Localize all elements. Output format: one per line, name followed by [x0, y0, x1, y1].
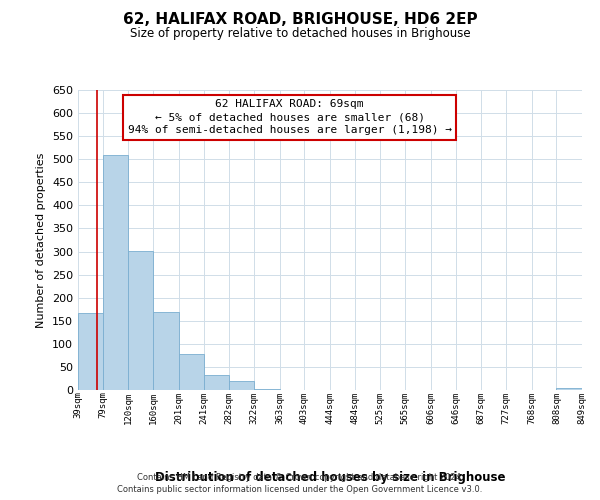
- X-axis label: Distribution of detached houses by size in Brighouse: Distribution of detached houses by size …: [155, 471, 505, 484]
- Text: 62 HALIFAX ROAD: 69sqm
← 5% of detached houses are smaller (68)
94% of semi-deta: 62 HALIFAX ROAD: 69sqm ← 5% of detached …: [128, 99, 452, 136]
- Bar: [229, 381, 254, 390]
- Bar: [254, 389, 280, 390]
- Bar: [128, 250, 153, 390]
- Text: Contains HM Land Registry data © Crown copyright and database right 2024.: Contains HM Land Registry data © Crown c…: [137, 473, 463, 482]
- Text: Contains public sector information licensed under the Open Government Licence v3: Contains public sector information licen…: [118, 486, 482, 494]
- Bar: [103, 154, 128, 390]
- Bar: [78, 313, 103, 390]
- Y-axis label: Number of detached properties: Number of detached properties: [37, 152, 46, 328]
- Bar: [203, 375, 229, 390]
- Text: 62, HALIFAX ROAD, BRIGHOUSE, HD6 2EP: 62, HALIFAX ROAD, BRIGHOUSE, HD6 2EP: [122, 12, 478, 28]
- Text: Size of property relative to detached houses in Brighouse: Size of property relative to detached ho…: [130, 28, 470, 40]
- Bar: [153, 312, 179, 390]
- Bar: [556, 388, 582, 390]
- Bar: [179, 354, 203, 390]
